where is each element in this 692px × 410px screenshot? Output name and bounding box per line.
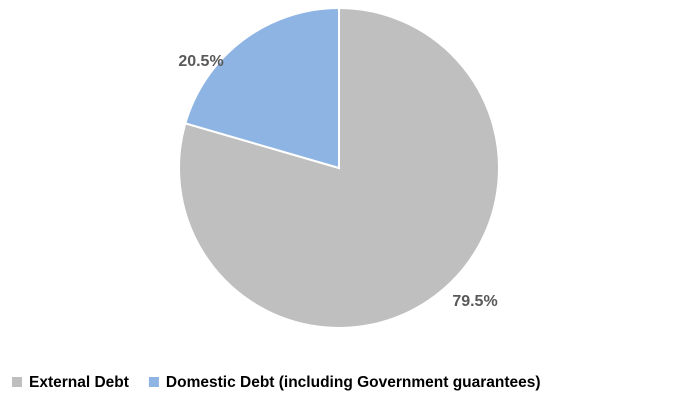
pie-slices xyxy=(178,6,500,329)
legend-label-2: Domestic Debt (including Government guar… xyxy=(166,374,541,391)
pie-slice-domestic-debt-including-government-guarantees xyxy=(184,6,340,170)
data-labels: 79.5% 20.5% xyxy=(178,53,497,310)
legend: External Debt Domestic Debt (including Go… xyxy=(12,374,541,391)
legend-label-1: External Debt xyxy=(29,374,129,391)
legend-swatch-1 xyxy=(12,377,22,387)
data-label-2: 20.5% xyxy=(178,53,223,70)
data-label-1: 79.5% xyxy=(452,293,497,310)
legend-swatch-2 xyxy=(148,377,159,387)
